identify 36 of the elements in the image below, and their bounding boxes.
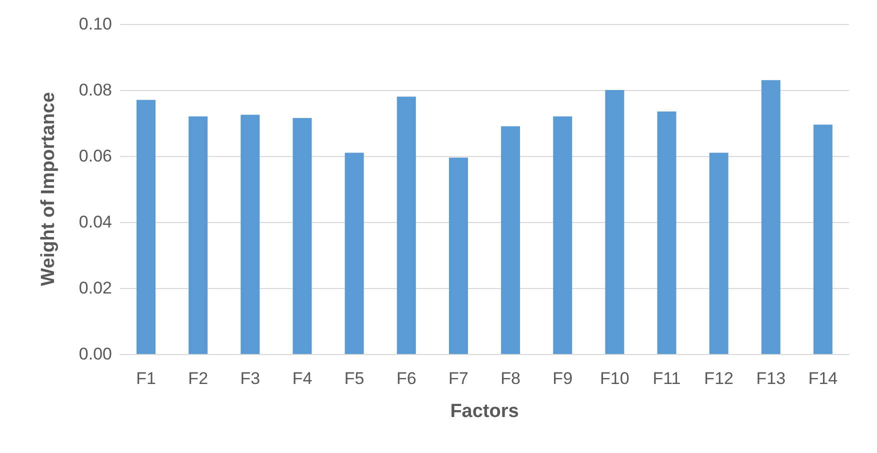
bar: [761, 80, 780, 354]
x-tick-label: F2: [188, 369, 208, 388]
x-tick-label: F5: [344, 369, 364, 388]
bar: [501, 126, 520, 354]
x-tick-label: F12: [704, 369, 734, 388]
x-tick-label: F1: [136, 369, 156, 388]
x-tick-label: F14: [808, 369, 838, 388]
x-tick-label: F11: [652, 369, 681, 388]
x-tick-label: F10: [600, 369, 630, 388]
x-tick-label: F3: [240, 369, 260, 388]
bar: [240, 114, 260, 354]
bar: [136, 100, 156, 354]
bar: [396, 96, 416, 354]
x-tick-label: F7: [448, 369, 468, 388]
bar: [605, 90, 624, 354]
bar: [813, 124, 832, 354]
x-tick-label: F9: [552, 369, 573, 388]
bar: [657, 111, 676, 354]
bar: [188, 116, 208, 354]
y-tick-label: 0.08: [78, 80, 112, 100]
x-tick-label: F13: [756, 369, 786, 388]
y-tick-label: 0.04: [78, 212, 112, 232]
y-tick-label: 0.02: [78, 278, 112, 298]
y-axis-title: Weight of Importance: [38, 92, 59, 286]
x-tick-label: F6: [396, 369, 416, 388]
bar: [553, 116, 572, 354]
bar: [709, 152, 728, 354]
bar: [448, 158, 468, 354]
bar: [292, 118, 312, 354]
x-axis-title: Factors: [450, 401, 519, 422]
y-tick-label: 0.06: [78, 146, 112, 166]
y-tick-label: 0.10: [78, 14, 112, 34]
x-tick-label: F8: [500, 369, 520, 388]
x-tick-label: F4: [292, 369, 312, 388]
bar: [344, 152, 364, 354]
y-tick-label: 0.00: [78, 344, 112, 364]
